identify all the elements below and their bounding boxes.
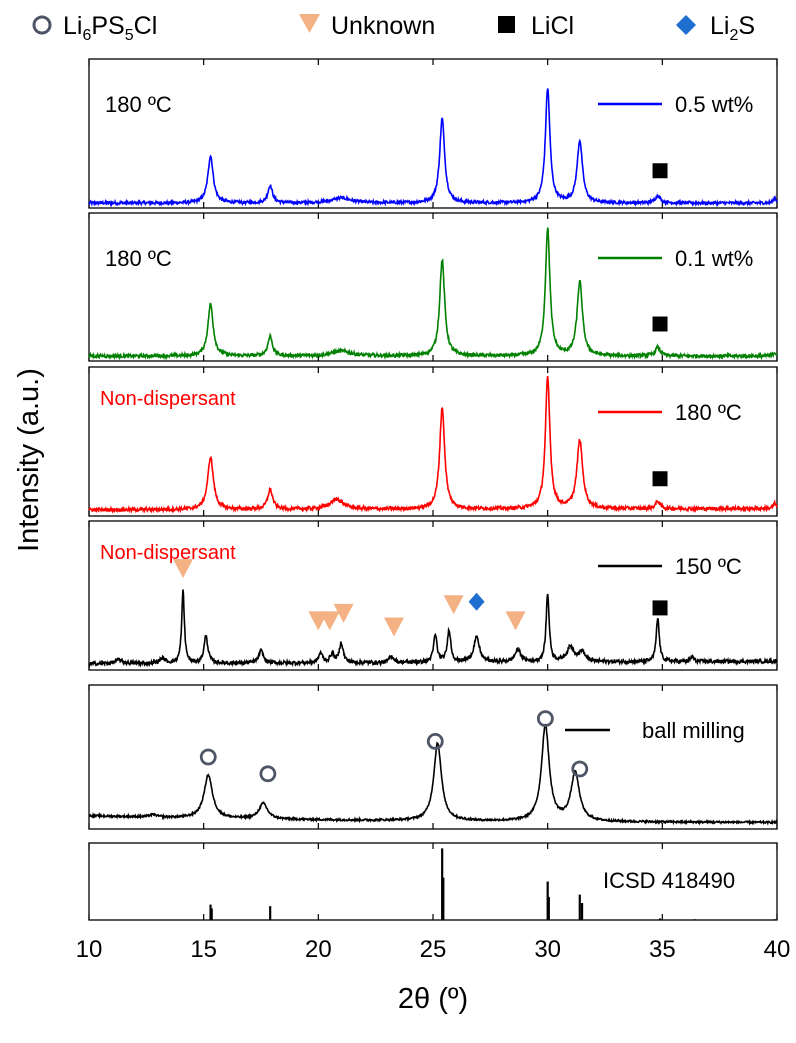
licl-marker xyxy=(652,600,668,616)
licl-marker xyxy=(652,316,668,332)
panel-6: ICSD 418490 xyxy=(88,842,778,921)
series-label: 0.5 wt% xyxy=(675,92,753,117)
y-axis-label: Intensity (a.u.) xyxy=(13,368,45,552)
legend-s: S xyxy=(738,12,755,40)
panel-3: 180 ºC Non-dispersant xyxy=(88,366,778,517)
x-tick-label: 15 xyxy=(190,936,217,963)
legend-label-li2s: Li2S xyxy=(710,12,755,44)
panel-left-label: Non-dispersant xyxy=(100,388,236,410)
unknown-marker xyxy=(333,603,354,623)
panel-left-label: 180 ºC xyxy=(105,246,172,271)
licl-marker xyxy=(652,471,668,487)
pattern-line xyxy=(88,227,778,361)
unknown-marker xyxy=(443,595,464,615)
x-tick-label: 30 xyxy=(534,936,561,963)
x-axis: 10 15 20 25 30 35 40 xyxy=(76,936,791,963)
x-tick-label: 40 xyxy=(764,936,791,963)
x-axis-label: 2θ (º) xyxy=(398,983,468,1015)
panel-5: ball milling xyxy=(88,684,778,830)
li2s-marker xyxy=(468,592,485,611)
series-label: ICSD 418490 xyxy=(603,868,735,893)
legend-diamond-marker xyxy=(676,15,696,35)
series-label: 0.1 wt% xyxy=(675,246,753,271)
legend-label-li6ps5cl: Li6PS5Cl xyxy=(63,12,157,44)
x-tick-label: 20 xyxy=(305,936,332,963)
legend-square-marker xyxy=(498,16,515,33)
series-label: ball milling xyxy=(642,718,745,743)
unknown-marker xyxy=(319,611,340,631)
legend-ps: PS xyxy=(91,12,124,40)
legend-sub-2: 2 xyxy=(729,27,738,44)
legend-sub-5: 5 xyxy=(125,27,134,44)
li6ps5cl-marker xyxy=(259,765,277,783)
panel-left-label: 180 ºC xyxy=(105,92,172,117)
pattern-line xyxy=(88,88,778,208)
legend-item-li6ps5cl: Li6PS5Cl xyxy=(32,12,157,44)
x-tick-label: 35 xyxy=(649,936,676,963)
li6ps5cl-marker xyxy=(571,760,589,778)
li6ps5cl-marker xyxy=(536,710,554,727)
legend-cl: Cl xyxy=(134,12,158,40)
legend: Li6PS5Cl Unknown LiCl Li2S xyxy=(32,12,755,44)
pattern-line xyxy=(88,723,778,826)
panel-1: 0.5 wt% 180 ºC xyxy=(88,58,778,209)
licl-marker xyxy=(652,163,668,179)
li6ps5cl-marker xyxy=(426,733,444,750)
legend-label-unknown: Unknown xyxy=(331,12,435,40)
unknown-marker xyxy=(505,611,526,631)
panel-frame xyxy=(88,58,778,209)
series-label: 150 ºC xyxy=(675,554,742,579)
pattern-line xyxy=(88,589,778,669)
unknown-marker xyxy=(173,559,194,579)
legend-circle-marker xyxy=(32,15,52,35)
unknown-marker xyxy=(384,617,405,637)
panel-frame xyxy=(88,684,778,830)
pattern-line xyxy=(88,375,778,514)
legend-triangle-marker xyxy=(299,14,320,33)
legend-item-li2s: Li2S xyxy=(676,12,755,44)
series-label: 180 ºC xyxy=(675,400,742,425)
li6ps5cl-marker xyxy=(199,748,217,766)
panel-2: 0.1 wt% 180 ºC xyxy=(88,212,778,362)
legend-item-licl: LiCl xyxy=(498,12,574,40)
legend-sub-6: 6 xyxy=(82,27,91,44)
panel-left-label: Non-dispersant xyxy=(100,542,236,564)
x-tick-label: 10 xyxy=(76,936,103,963)
legend-item-unknown: Unknown xyxy=(299,12,435,40)
panel-frame xyxy=(88,212,778,362)
legend-label-licl: LiCl xyxy=(531,12,574,40)
panel-4: 150 ºC Non-dispersant xyxy=(88,520,778,671)
x-tick-label: 25 xyxy=(420,936,447,963)
